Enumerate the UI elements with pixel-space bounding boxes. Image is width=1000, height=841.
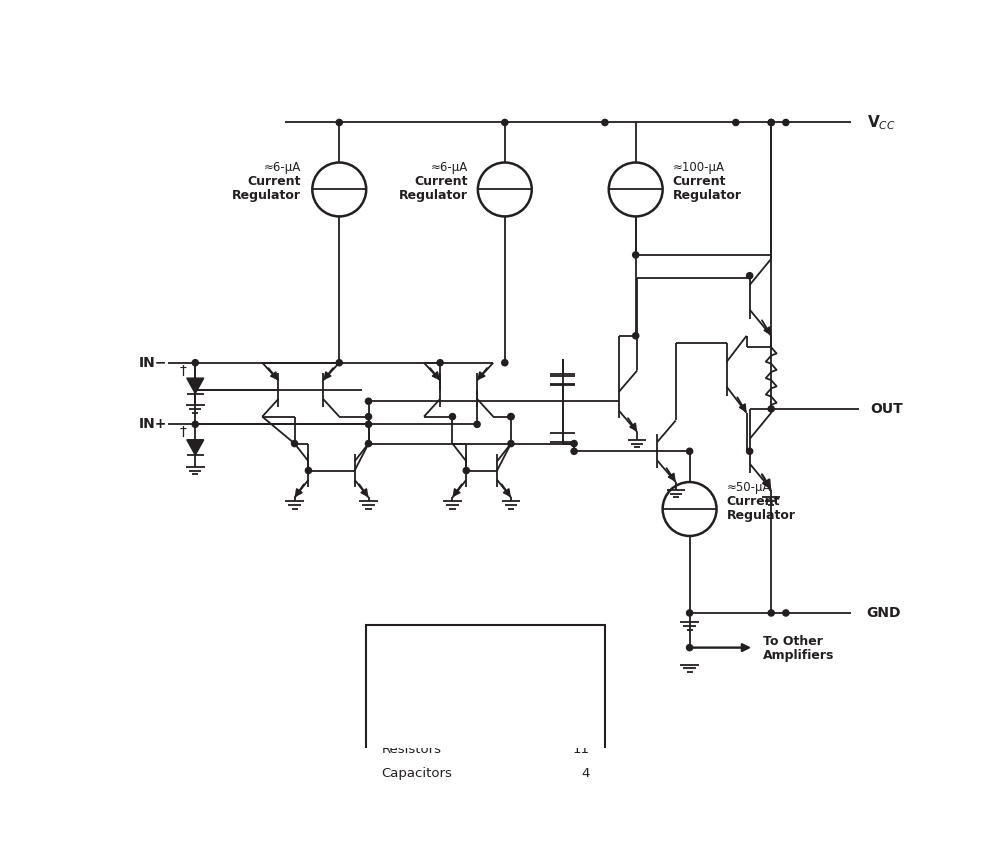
Circle shape [365,421,372,427]
Text: ≈100-μA: ≈100-μA [673,161,725,174]
Circle shape [192,421,198,427]
Circle shape [733,119,739,125]
Text: Epi-FET: Epi-FET [382,669,431,682]
Text: GND: GND [867,606,901,620]
Text: OUT: OUT [871,402,903,416]
Circle shape [687,448,693,454]
Circle shape [602,119,608,125]
Circle shape [687,644,693,651]
Circle shape [365,414,372,420]
Circle shape [365,398,372,405]
Text: ≈50-μA: ≈50-μA [727,481,771,494]
Circle shape [783,610,789,616]
Polygon shape [187,378,204,394]
Circle shape [336,119,342,125]
Circle shape [292,441,298,447]
Circle shape [633,251,639,258]
Circle shape [768,119,774,125]
Text: Amplifiers: Amplifiers [763,648,834,662]
Text: Current: Current [673,175,726,188]
Text: †: † [180,425,186,439]
Circle shape [768,610,774,616]
Circle shape [449,414,456,420]
Circle shape [474,421,480,427]
Circle shape [502,360,508,366]
Circle shape [437,360,443,366]
Circle shape [508,441,514,447]
Circle shape [365,441,372,447]
Text: Capacitors: Capacitors [382,767,452,780]
Text: COMPONENT COUNT: COMPONENT COUNT [406,630,565,644]
Circle shape [502,119,508,125]
Text: 95: 95 [573,694,590,706]
Circle shape [747,272,753,278]
Circle shape [687,610,693,616]
Text: Transistors: Transistors [382,694,453,706]
Circle shape [192,360,198,366]
Circle shape [336,360,342,366]
Text: 1: 1 [581,669,590,682]
Text: Regulator: Regulator [673,189,742,202]
Text: ≈6-μA: ≈6-μA [264,161,301,174]
Text: Current: Current [247,175,301,188]
Text: Diodes: Diodes [382,718,427,731]
Text: ≈6-μA: ≈6-μA [431,161,468,174]
Circle shape [571,448,577,454]
Circle shape [305,468,312,473]
Text: IN+: IN+ [139,417,168,431]
Text: (total device): (total device) [433,645,538,659]
Circle shape [747,448,753,454]
Circle shape [508,414,514,420]
Circle shape [768,406,774,412]
Text: Current: Current [727,495,780,508]
Circle shape [508,414,514,420]
Text: 4: 4 [581,718,590,731]
Circle shape [633,333,639,339]
Text: IN−: IN− [139,356,168,370]
Text: Regulator: Regulator [727,509,796,521]
Circle shape [768,119,774,125]
Text: V$_{CC}$: V$_{CC}$ [867,114,896,132]
Text: Current: Current [414,175,468,188]
Text: Regulator: Regulator [399,189,468,202]
Text: Resistors: Resistors [382,743,442,756]
Text: 4: 4 [581,767,590,780]
Circle shape [463,468,469,473]
Text: To Other: To Other [763,635,823,648]
Bar [366,625,605,786]
Text: Regulator: Regulator [232,189,301,202]
Circle shape [783,119,789,125]
Text: 11: 11 [572,743,590,756]
Circle shape [571,441,577,447]
Polygon shape [187,440,204,455]
Text: †: † [180,363,186,378]
